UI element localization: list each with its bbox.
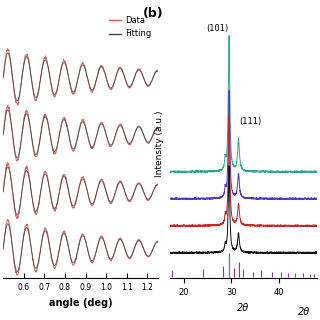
Text: (111): (111) [239, 117, 262, 126]
Text: (101): (101) [206, 24, 228, 33]
Y-axis label: Intensity (a.u.): Intensity (a.u.) [155, 111, 164, 177]
X-axis label: angle (deg): angle (deg) [49, 298, 112, 308]
X-axis label: 2θ: 2θ [237, 303, 249, 313]
Text: 2θ: 2θ [298, 307, 310, 317]
Text: (b): (b) [143, 7, 164, 20]
Legend: Data, Fitting: Data, Fitting [106, 14, 154, 41]
